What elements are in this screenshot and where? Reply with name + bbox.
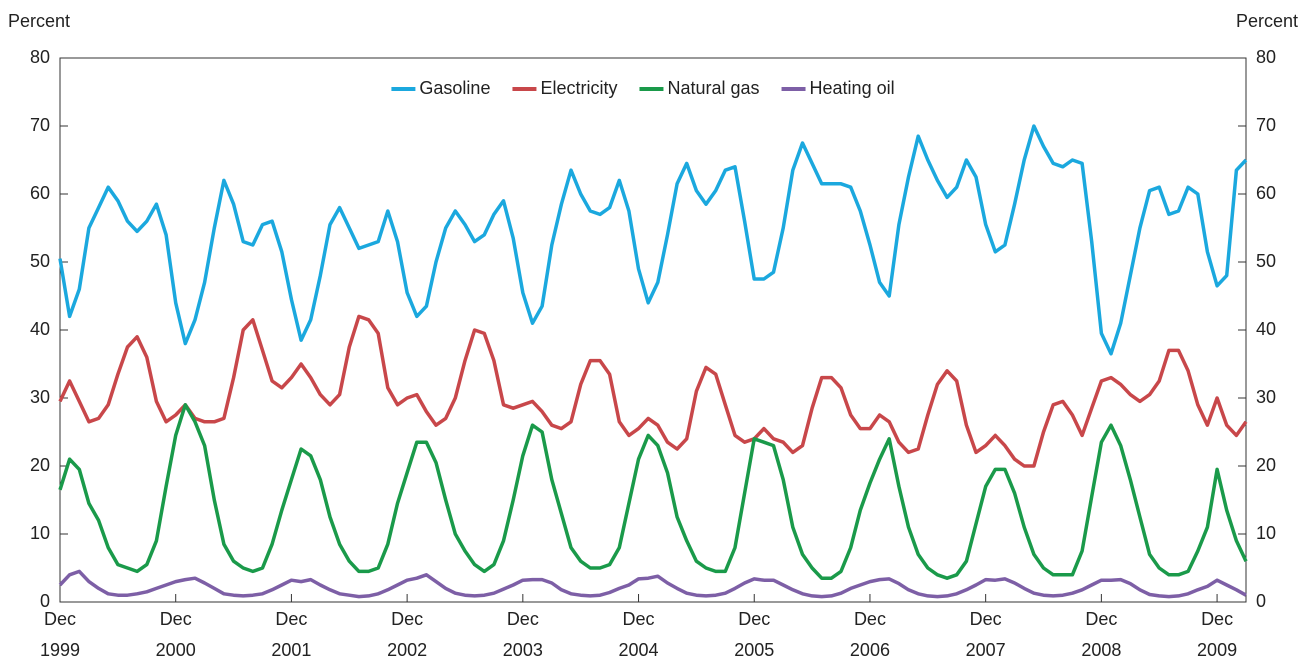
y-tick-label: 20 xyxy=(30,455,50,475)
legend: Gasoline Electricity Natural gas Heating oi… xyxy=(391,78,895,98)
x-tick-label: Dec 2009 xyxy=(1197,609,1237,660)
x-tick-label: Dec 2003 xyxy=(503,609,543,660)
y2-tick-label: 40 xyxy=(1256,319,1276,339)
y2-tick-label: 0 xyxy=(1256,591,1266,611)
y-tick-label: 40 xyxy=(30,319,50,339)
legend-label: Heating oil xyxy=(810,78,895,98)
plot-frame xyxy=(59,57,1247,603)
y-tick-label: 10 xyxy=(30,523,50,543)
legend-label: Electricity xyxy=(540,78,617,98)
legend-label: Gasoline xyxy=(419,78,490,98)
x-tick-label: Dec 2002 xyxy=(387,609,427,660)
x-tick-label: Dec 2004 xyxy=(619,609,659,660)
y2-tick-label: 70 xyxy=(1256,115,1276,135)
y2-tick-label: 80 xyxy=(1256,47,1276,67)
y-tick-label: 80 xyxy=(30,47,50,67)
x-tick-label: Dec 2001 xyxy=(271,609,311,660)
line-series xyxy=(58,124,1248,356)
y2-tick-label: 30 xyxy=(1256,387,1276,407)
y2-tick-label: 60 xyxy=(1256,183,1276,203)
x-tick-label: Dec 2008 xyxy=(1081,609,1121,660)
y-axis-label: Percent xyxy=(8,11,70,31)
x-tick-label: Dec 2007 xyxy=(966,609,1006,660)
legend-label: Natural gas xyxy=(667,78,759,98)
y-tick-label: 30 xyxy=(30,387,50,407)
x-tick-label: Dec 1999 xyxy=(40,609,80,660)
y2-tick-label: 20 xyxy=(1256,455,1276,475)
y-tick-label: 60 xyxy=(30,183,50,203)
x-tick-label: Dec 2006 xyxy=(850,609,890,660)
line-series xyxy=(58,314,1248,468)
x-tick-label: Dec 2000 xyxy=(156,609,196,660)
y2-tick-label: 10 xyxy=(1256,523,1276,543)
y2-tick-label: 50 xyxy=(1256,251,1276,271)
y2-axis-label: Percent xyxy=(1236,11,1298,31)
y-tick-label: 0 xyxy=(40,591,50,611)
y-tick-label: 70 xyxy=(30,115,50,135)
line-series xyxy=(58,569,1247,599)
line-series xyxy=(58,403,1248,580)
y-tick-label: 50 xyxy=(30,251,50,271)
x-tick-label: Dec 2005 xyxy=(734,609,774,660)
